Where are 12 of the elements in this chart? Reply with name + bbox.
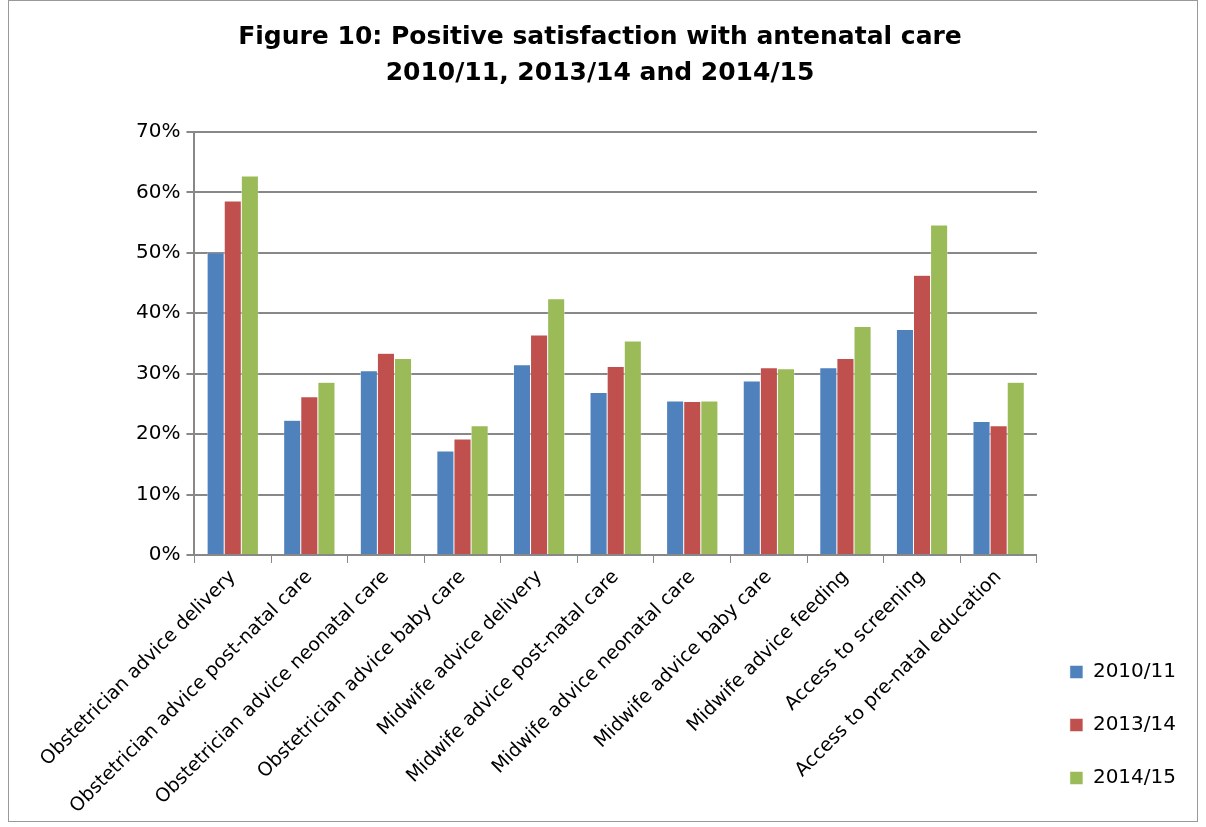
y-tick-label: 0%	[148, 541, 181, 566]
y-tick-label: 40%	[136, 299, 181, 324]
legend-label: 2013/14	[1092, 711, 1177, 736]
y-tick-label: 70%	[136, 118, 181, 143]
legend-label: 2010/11	[1092, 658, 1177, 683]
chart-title: Figure 10: Positive satisfaction with antenatal care 2010/11, 2013/14 and 2014/15	[237, 20, 963, 88]
y-tick-label: 30%	[136, 359, 181, 384]
y-tick-label: 50%	[136, 239, 181, 264]
y-tick-label: 20%	[136, 420, 181, 445]
y-tick-label: 10%	[136, 480, 181, 505]
legend-label: 2014/15	[1092, 764, 1177, 789]
y-tick-label: 60%	[136, 178, 181, 203]
